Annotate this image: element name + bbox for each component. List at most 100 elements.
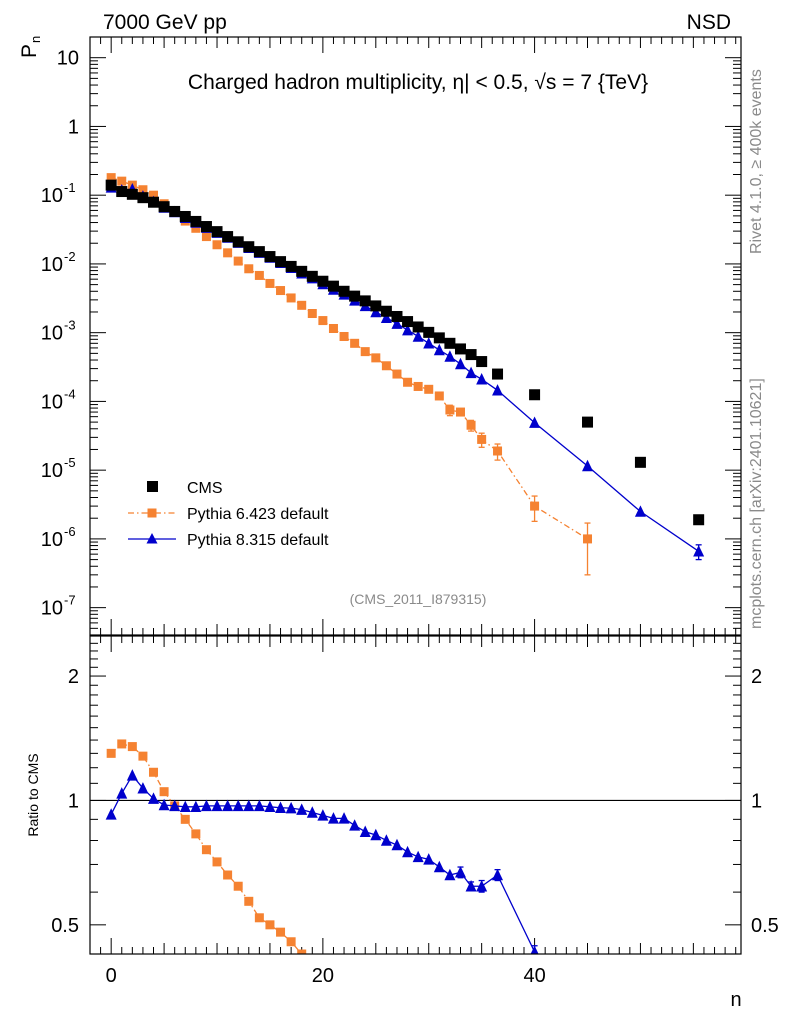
cms-point [634, 456, 646, 468]
ratio-pythia8-point [253, 799, 265, 812]
ratio-pythia8-point [412, 850, 424, 863]
pythia6-point [583, 534, 593, 544]
pythia6-point [318, 316, 328, 326]
pythia6-point [493, 446, 503, 456]
ratio-pythia8-point [275, 801, 287, 813]
pythia6-point [424, 384, 434, 394]
ratio-pythia8-point [190, 800, 202, 813]
pythia6-point [466, 420, 476, 430]
ratio-pythia6-point [106, 748, 116, 758]
pythia6-point [477, 434, 487, 444]
cms-point [285, 260, 297, 272]
legend-marker-cms [147, 481, 158, 492]
pythia6-point [328, 323, 338, 333]
x-tick-labels: 0 20 40 [106, 965, 546, 987]
pythia6-point [276, 286, 286, 296]
ratio-pythia8-point [327, 812, 339, 824]
pythia8-point [402, 323, 414, 336]
pythia6-point [201, 232, 211, 242]
cms-point [211, 226, 223, 238]
ratio-panel: 2 2 1 1 0.5 0.5 0 20 40 Ratio to CMS n [25, 635, 779, 1011]
ratio-pythia8-point [433, 860, 445, 873]
ratio-pythia8-point [169, 799, 181, 812]
ratio-y-tick-label-left: 0.5 [51, 915, 79, 937]
ratio-pythia6-point [149, 767, 159, 777]
ratio-pythia8-point [179, 800, 191, 813]
cms-point [275, 256, 287, 268]
ratio-pythia8-point [465, 880, 477, 892]
pythia6-line [110, 177, 588, 540]
analysis-id-label: (CMS_2011_I879315) [350, 591, 487, 607]
cms-point [444, 337, 456, 349]
pythia8-point [492, 384, 504, 396]
main-series-layer [105, 173, 705, 576]
ratio-pythia8-point [402, 845, 414, 858]
main-axis-ticks [89, 36, 741, 636]
pythia6-point [530, 501, 540, 511]
ratio-pythia6-point [191, 829, 201, 839]
main-y-tick-label: 10 [41, 598, 63, 620]
main-y-tick-exponent: -1 [64, 180, 76, 195]
cms-point [529, 389, 541, 401]
ratio-y-tick-label-right: 0.5 [751, 915, 779, 937]
ratio-pythia6-point [276, 927, 286, 937]
main-y-tick-label: 10 [41, 391, 63, 413]
pythia8-point [693, 545, 705, 557]
cms-point [179, 210, 191, 222]
pythia8-point [433, 343, 445, 356]
pythia8-point [582, 459, 594, 472]
ratio-pythia8-point [296, 803, 308, 815]
cms-point [492, 368, 504, 380]
cms-point [137, 192, 149, 204]
cms-point [465, 349, 477, 361]
cms-point [306, 270, 318, 282]
ratio-axis-ticks [89, 636, 741, 954]
main-y-tick-exponent: -4 [64, 386, 76, 401]
pythia6-point [307, 309, 317, 319]
ratio-pythia8-point [530, 945, 539, 954]
ratio-pythia6-point [223, 870, 233, 880]
main-y-tick-label: 1 [68, 116, 79, 138]
ratio-pythia8-point [105, 808, 117, 820]
main-y-tick-exponent: -7 [64, 593, 76, 608]
ratio-pythia8-point [444, 868, 456, 881]
main-y-tick-exponent: -2 [64, 249, 76, 264]
cms-point [190, 215, 202, 227]
pythia8-point [423, 337, 435, 349]
ratio-pythia8-point [454, 866, 466, 878]
main-y-tick-label: 10 [57, 48, 79, 70]
ratio-y-tick-label-right: 2 [751, 666, 762, 688]
pythia8-point [476, 373, 488, 385]
cms-point [200, 221, 212, 233]
cms-point [243, 241, 255, 253]
pythia6-point [455, 407, 465, 417]
pythia6-point [371, 353, 381, 363]
ratio-pythia8-point [126, 769, 138, 781]
ratio-pythia6-point [254, 913, 264, 923]
pythia8-point [412, 330, 424, 342]
mcplots-label: mcplots.cern.ch [arXiv:2401.10621] [748, 378, 765, 629]
pythia6-point [233, 256, 243, 266]
pythia6-point [413, 381, 423, 391]
cms-point [693, 514, 705, 526]
header-left-label: 7000 GeV pp [103, 11, 227, 34]
ratio-series-layer [105, 739, 539, 954]
ratio-pythia8-point [211, 799, 223, 812]
pythia6-point [286, 293, 296, 303]
legend-entry-pythia6: Pythia 6.423 default [128, 506, 329, 523]
ratio-pythia8-point [285, 801, 297, 814]
pythia6-point [434, 391, 444, 401]
cms-point [296, 265, 308, 277]
ratio-pythia8-point [380, 834, 392, 846]
cms-point [338, 285, 350, 297]
cms-point [412, 321, 424, 333]
cms-point [402, 316, 414, 328]
ratio-pythia6-point [286, 937, 296, 947]
ratio-pythia6-point [201, 845, 211, 855]
pythia8-point [454, 357, 466, 370]
ratio-pythia8-point [222, 799, 234, 812]
cms-point [327, 280, 339, 292]
legend-label-pythia6: Pythia 6.423 default [187, 506, 329, 523]
